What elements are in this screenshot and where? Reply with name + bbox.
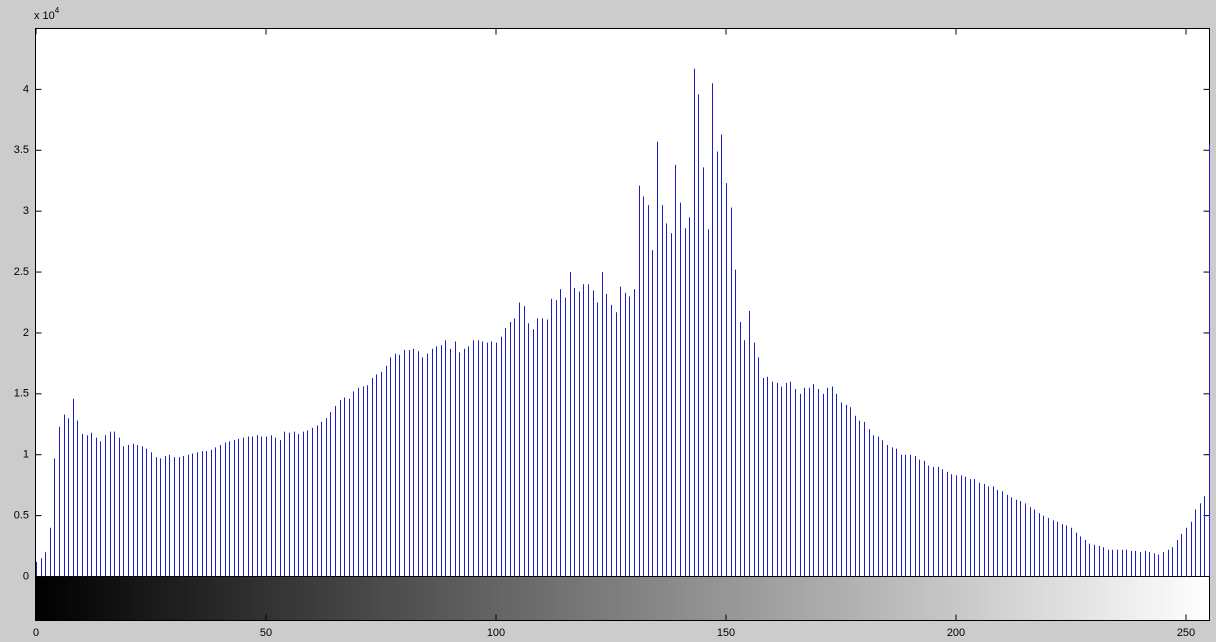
x-tick-label: 200 <box>947 627 965 639</box>
x-tick-label: 150 <box>717 627 735 639</box>
x-tick-label: 250 <box>1177 627 1195 639</box>
multiplier-base: x 10 <box>34 10 55 22</box>
x-tick-label: 100 <box>487 627 505 639</box>
x-tick-label: 50 <box>260 627 272 639</box>
colorbar <box>35 576 1210 621</box>
y-tick-label: 3 <box>23 205 29 217</box>
plot-area <box>35 28 1210 577</box>
y-tick-label: 1 <box>23 449 29 461</box>
multiplier-exponent: 4 <box>55 6 60 15</box>
y-tick-label: 2.5 <box>14 266 29 278</box>
y-tick-label: 0.5 <box>14 510 29 522</box>
x-tick-label: 0 <box>33 627 39 639</box>
y-tick-label: 2 <box>23 327 29 339</box>
y-tick-label: 0 <box>23 570 29 582</box>
y-tick-label: 3.5 <box>14 144 29 156</box>
y-tick-label: 4 <box>23 83 29 95</box>
y-tick-label: 1.5 <box>14 388 29 400</box>
y-multiplier: x 104 <box>34 6 60 22</box>
